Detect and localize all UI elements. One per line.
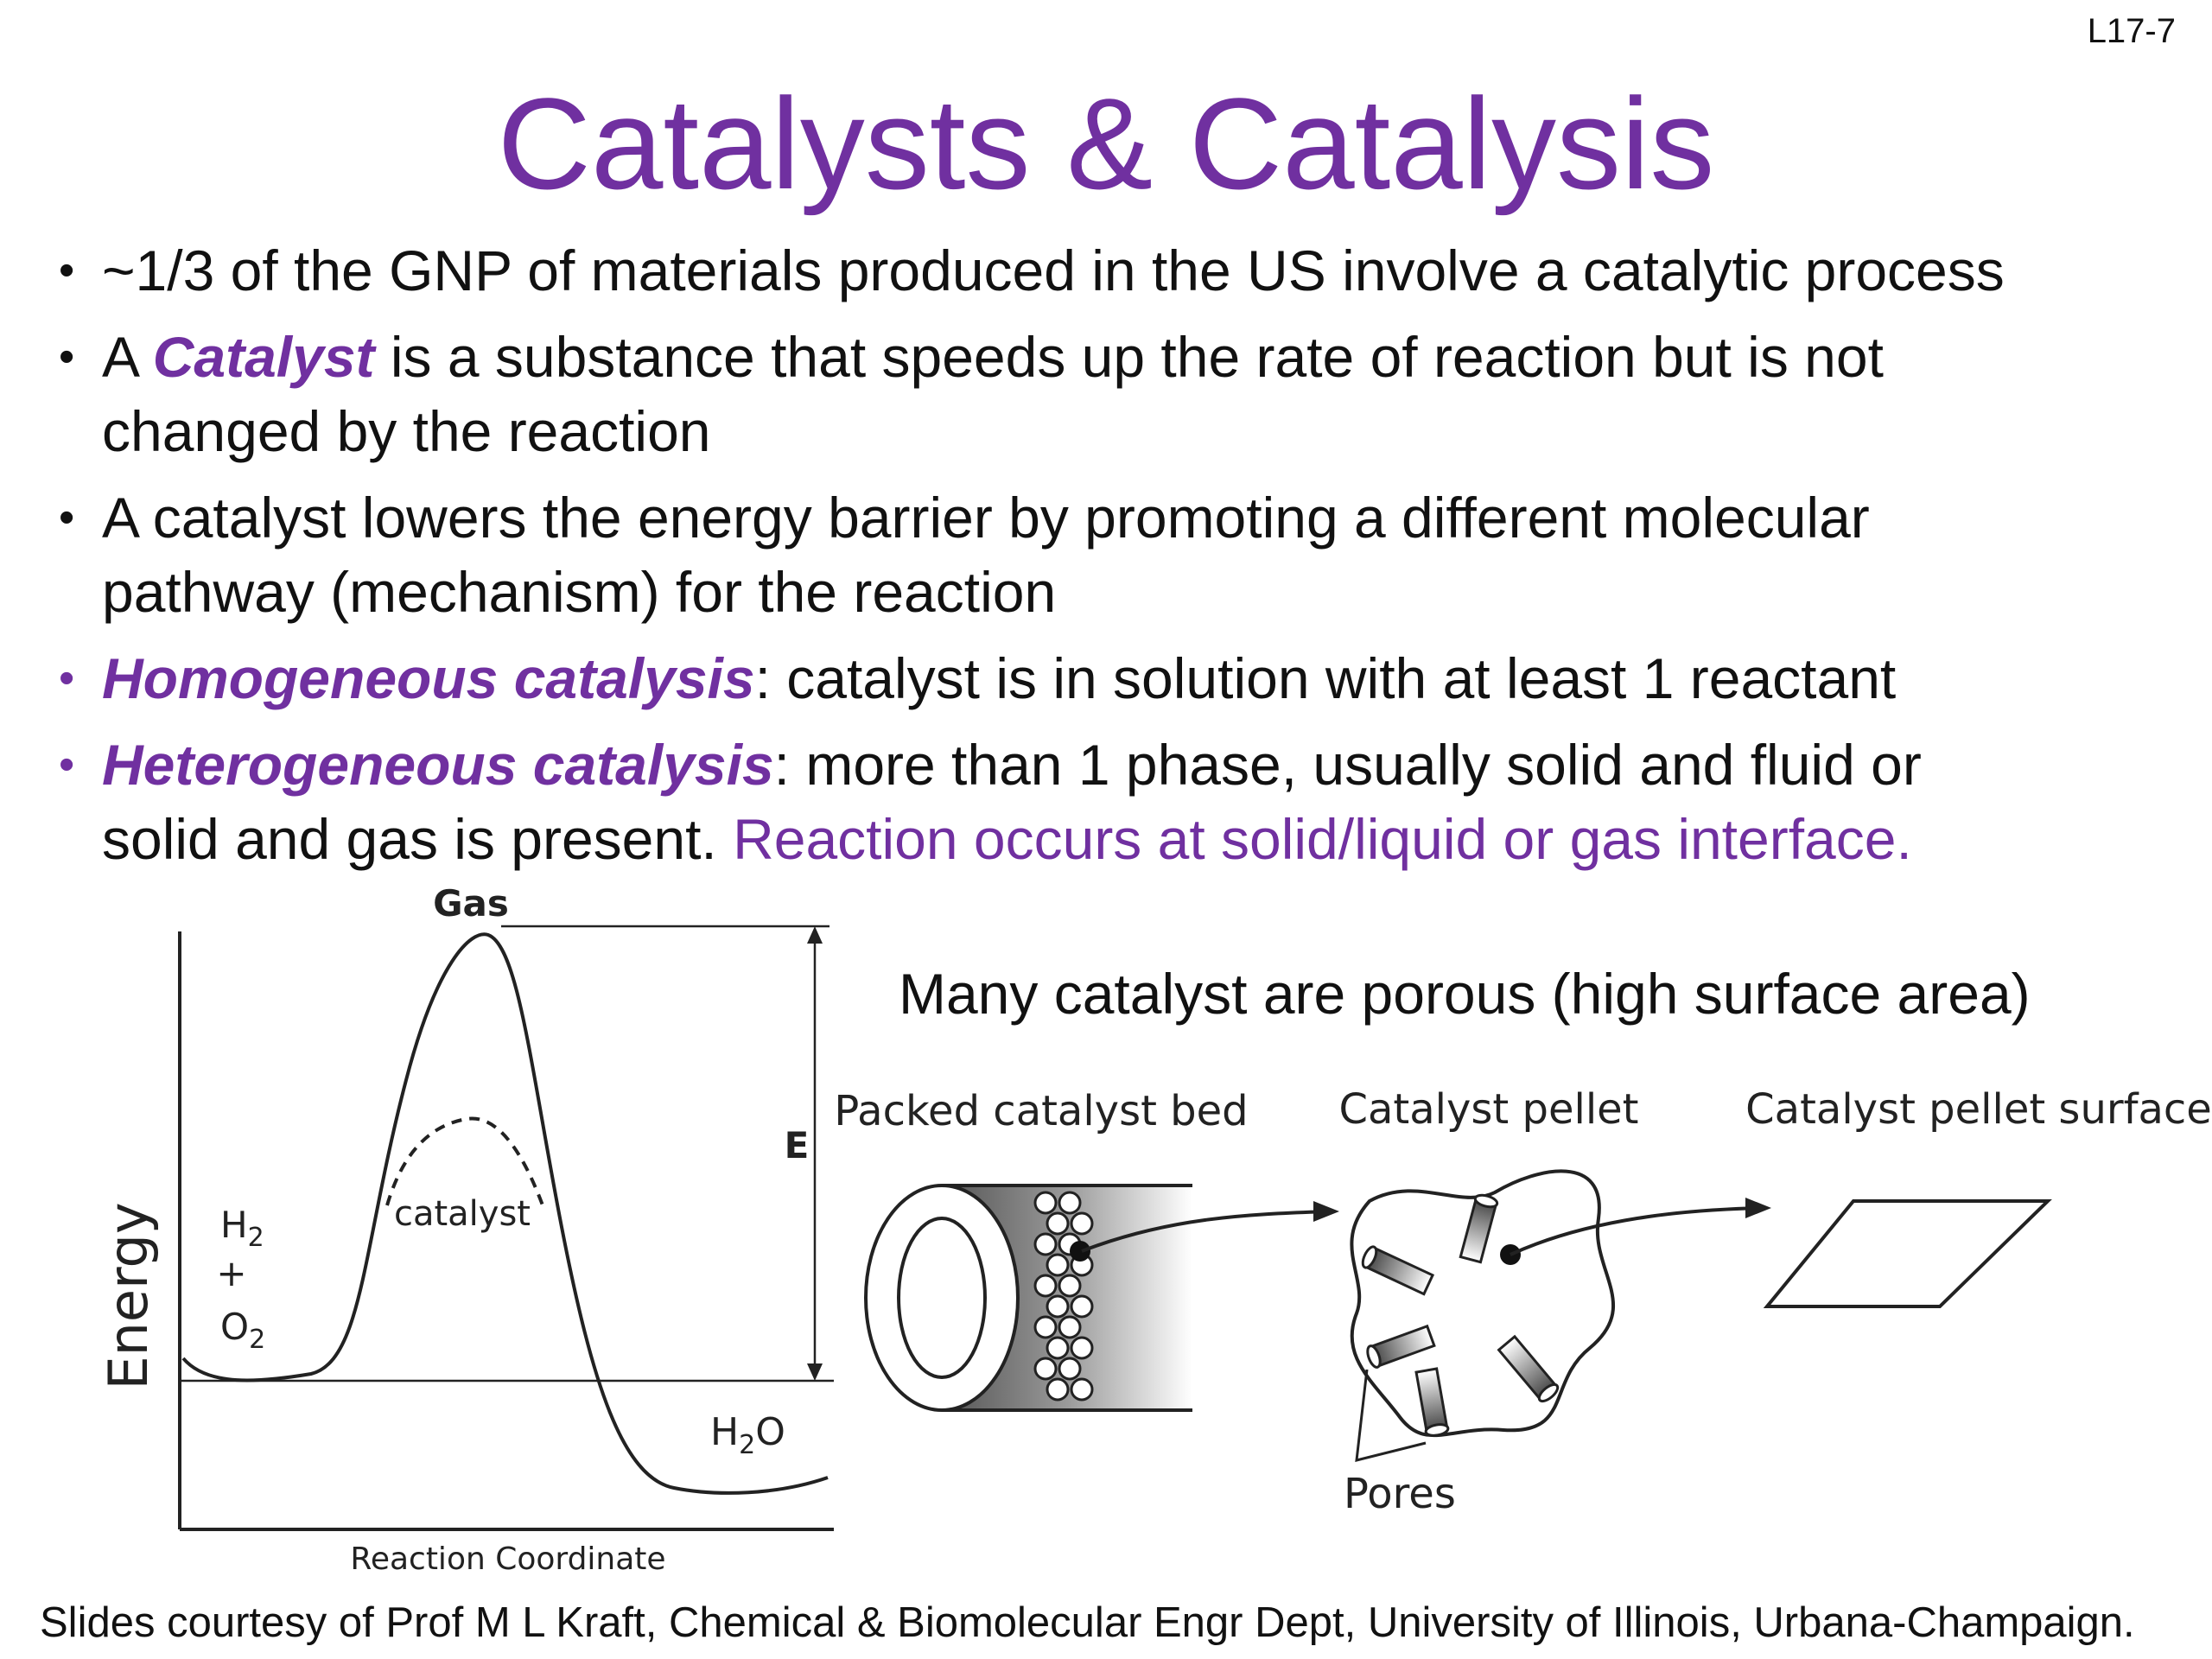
pore-1 (1459, 1193, 1499, 1264)
bed-to-pellet-arrow (1081, 1210, 1332, 1253)
product-o-symbol: O (755, 1410, 785, 1454)
catalyst-figure: Packed catalyst bed Catalyst pellet Cata… (834, 1085, 2212, 1518)
reactant-o-symbol: O (220, 1306, 249, 1348)
bullet-1-text: ~1/3 of the GNP of materials produced in… (102, 238, 2005, 302)
slide-number: L17-7 (2087, 12, 2176, 50)
product-h2o: H2O (710, 1410, 785, 1460)
slide-title: Catalysts & Catalysis (497, 71, 1715, 216)
bullet-dot: • (59, 653, 75, 703)
barrier-label: E (785, 1124, 810, 1166)
reactant-plus: + (216, 1252, 246, 1294)
peak-label: Gas (433, 882, 509, 925)
reactant-h2: H2 (220, 1204, 264, 1253)
packed-catalyst-bed (864, 1184, 1192, 1412)
x-axis-label: Reaction Coordinate (350, 1541, 665, 1577)
bullet-2-rest: is a substance that speeds up the rate o… (374, 325, 1884, 389)
pellet-to-surface-arrowhead (1745, 1198, 1771, 1218)
reactant-o-subscript: 2 (249, 1325, 265, 1355)
barrier-arrow-head-down (807, 1363, 823, 1381)
bullet-5-highlight: Reaction occurs at solid/liquid or gas i… (733, 807, 1912, 871)
bullet-4-text: Homogeneous catalysis: catalyst is in so… (102, 641, 1896, 715)
pellet-surface-plane (1763, 1199, 2052, 1308)
bullet-2-line2: changed by the reaction (102, 399, 711, 463)
product-subscript: 2 (739, 1430, 755, 1460)
packed-bed-label: Packed catalyst bed (834, 1087, 1248, 1135)
pore-4 (1414, 1367, 1450, 1437)
bullet-5-plain: solid and gas is present. (102, 807, 734, 871)
energy-diagram: Gas E catalyst Energy H2 + O2 H2O Reacti… (97, 882, 834, 1577)
surface-label: Catalyst pellet surface (1745, 1085, 2212, 1134)
bullet-dot: • (59, 493, 75, 543)
pore-2 (1361, 1245, 1435, 1296)
pore-3 (1366, 1324, 1436, 1369)
bullet-2-prefix: A (102, 325, 153, 389)
reactant-h-symbol: H (220, 1204, 248, 1246)
bullet-5-line1: Heterogeneous catalysis: more than 1 pha… (102, 728, 1922, 802)
bullet-3-line1: A catalyst lowers the energy barrier by … (102, 486, 1870, 550)
catalyst-label: catalyst (394, 1194, 531, 1234)
bullet-dot: • (59, 332, 75, 382)
pores-pointer (1355, 1369, 1427, 1462)
barrier-arrow-head-up (807, 926, 823, 944)
catalyzed-energy-curve (385, 1116, 544, 1206)
bed-to-pellet-arrowhead (1313, 1201, 1339, 1222)
pellet-label: Catalyst pellet (1338, 1085, 1638, 1134)
selected-bead-marker (1070, 1241, 1090, 1262)
reactant-h-subscript: 2 (248, 1223, 264, 1253)
bullet-3-line2: pathway (mechanism) for the reaction (102, 560, 1057, 624)
bullet-dot: • (59, 245, 75, 296)
reaction-energy-curve (181, 932, 829, 1495)
pore-5 (1497, 1334, 1560, 1403)
footer-credit: Slides courtesy of Prof M L Kraft, Chemi… (40, 1599, 2135, 1646)
pellet-outline (1350, 1169, 1616, 1438)
bullet-dot: • (59, 740, 75, 790)
product-h-symbol: H (710, 1410, 739, 1454)
homogeneous-term: Homogeneous catalysis (102, 646, 755, 710)
tube-inner-ring (897, 1217, 987, 1379)
catalyst-term: Catalyst (152, 325, 375, 389)
reactant-o2: O2 (220, 1306, 265, 1355)
bullet-4-rest: : catalyst is in solution with at least … (754, 646, 1897, 710)
heterogeneous-term: Heterogeneous catalysis (102, 733, 774, 797)
pores-label: Pores (1344, 1470, 1456, 1518)
porous-note: Many catalyst are porous (high surface a… (899, 962, 2031, 1026)
catalyst-beads (1033, 1191, 1094, 1402)
y-axis-label: Energy (97, 1202, 160, 1389)
pellet-to-surface-arrow (1510, 1206, 1764, 1256)
bullet-2-line1: A Catalyst is a substance that speeds up… (102, 320, 1884, 394)
bullet-5-line2: solid and gas is present. Reaction occur… (102, 802, 1912, 876)
catalyst-pellet (1350, 1169, 1616, 1438)
bullet-5-rest: : more than 1 phase, usually solid and f… (773, 733, 1922, 797)
